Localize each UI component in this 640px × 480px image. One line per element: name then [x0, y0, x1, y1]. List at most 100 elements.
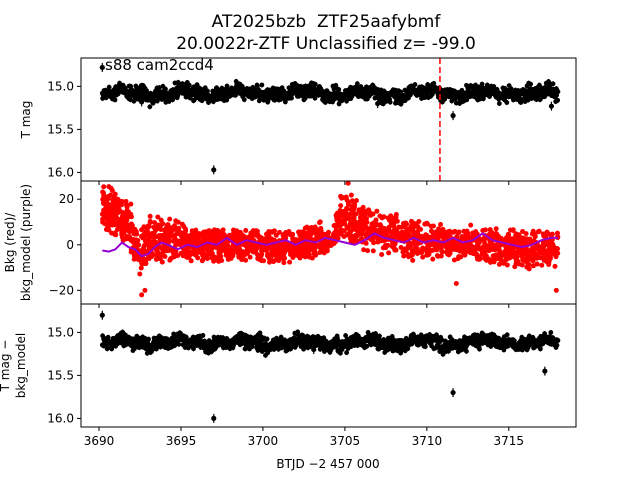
bkg-point — [409, 252, 415, 258]
outlier-point — [211, 167, 217, 173]
bkg-point — [266, 229, 272, 235]
bkg-point — [393, 247, 399, 253]
mag-point — [555, 97, 561, 103]
bkg-point — [501, 259, 507, 265]
top-panel-ylabel: T mag — [19, 101, 33, 140]
bkg-point — [456, 248, 462, 254]
mag-point — [431, 81, 437, 86]
bkg-point — [349, 223, 355, 229]
bkg-point — [424, 252, 430, 258]
mag-point — [496, 101, 502, 106]
bkg-point — [124, 234, 130, 240]
bkg-point — [524, 264, 530, 270]
bkg-point — [438, 222, 444, 228]
bkg-point — [166, 247, 172, 253]
bkg-point — [251, 246, 257, 252]
bkg-point — [523, 231, 529, 237]
bkg-point — [509, 236, 515, 242]
bkg-point — [223, 252, 229, 258]
mag-point — [166, 99, 172, 104]
bkg-point — [143, 225, 149, 231]
bkg-point — [436, 233, 442, 239]
bkg-point — [304, 224, 310, 230]
bkg-point — [316, 229, 322, 235]
bkg-point — [530, 228, 536, 234]
bkg-point — [128, 201, 134, 207]
bkg-point — [311, 248, 317, 254]
bkg-point — [461, 250, 467, 256]
bkg-point — [334, 233, 340, 239]
bkg-point — [364, 225, 370, 231]
figure-title-line2: 20.0022r-ZTF Unclassified z= -99.0 — [176, 34, 476, 54]
bkg-point — [317, 249, 323, 255]
bkg-point — [350, 215, 356, 221]
bkg-point — [409, 240, 415, 246]
bkg-point — [343, 194, 349, 200]
bkg-point — [158, 222, 164, 228]
bkg-point — [352, 236, 358, 242]
bkg-point — [428, 223, 434, 229]
bkg-point — [363, 240, 369, 246]
outlier-point — [375, 100, 381, 107]
bkg-point — [297, 229, 303, 235]
bkg-point — [441, 232, 447, 238]
bkg-point — [286, 228, 292, 234]
bkg-point — [119, 199, 125, 205]
bkg-point — [199, 258, 205, 264]
outlier-point — [139, 99, 145, 105]
bkg-point — [105, 196, 111, 202]
bkg-point — [167, 216, 173, 222]
bkg-point — [446, 229, 452, 235]
bkg-point — [377, 213, 383, 219]
bkg-point — [351, 204, 357, 210]
bkg-point — [191, 237, 197, 243]
bkg-point — [493, 252, 499, 258]
bkg-point — [312, 224, 318, 230]
bkg-point — [295, 252, 301, 258]
bkg-point — [107, 210, 113, 216]
mag-point — [239, 84, 245, 89]
bkg-point — [451, 257, 457, 263]
bkg-point — [482, 256, 488, 262]
bkg-point — [133, 237, 139, 243]
mag-point — [163, 86, 168, 92]
bkg-point — [418, 226, 424, 232]
y-tick-label: 15.5 — [47, 122, 74, 136]
bkg-point — [480, 227, 486, 233]
bkg-point — [159, 245, 165, 251]
outlier-point — [548, 103, 555, 109]
bkg-point — [386, 250, 392, 256]
mag-point — [412, 82, 418, 87]
bkg-point — [338, 193, 344, 199]
bkg-point — [507, 255, 513, 261]
bkg-point — [370, 248, 376, 254]
bkg-point — [444, 249, 450, 255]
bkg-point — [110, 198, 116, 204]
bkg-point — [118, 226, 124, 232]
bkg-point — [371, 240, 377, 246]
bkg-point — [152, 226, 158, 232]
bkg-point — [119, 209, 125, 215]
bkg-point — [271, 247, 277, 253]
mag-point — [491, 84, 497, 89]
bkg-point — [243, 227, 249, 233]
bkg-point — [545, 257, 551, 263]
mag-point — [241, 97, 247, 103]
bkg-point — [348, 192, 354, 198]
bkg-point — [520, 247, 526, 253]
bkg-point — [221, 232, 227, 238]
bkg-point — [189, 251, 195, 257]
bkg-point — [156, 233, 162, 239]
bkg-point — [402, 246, 408, 252]
bkg-point — [539, 262, 545, 268]
bkg-point — [275, 246, 281, 252]
bkg-point — [126, 212, 132, 218]
bkg-point — [451, 244, 457, 250]
bkg-point — [497, 248, 503, 254]
bkg-point — [259, 245, 265, 251]
bkg-point — [188, 258, 194, 264]
mag-point — [147, 104, 153, 110]
mag-point — [528, 81, 534, 87]
bkg-point — [545, 249, 551, 255]
bkg-point — [338, 203, 344, 209]
